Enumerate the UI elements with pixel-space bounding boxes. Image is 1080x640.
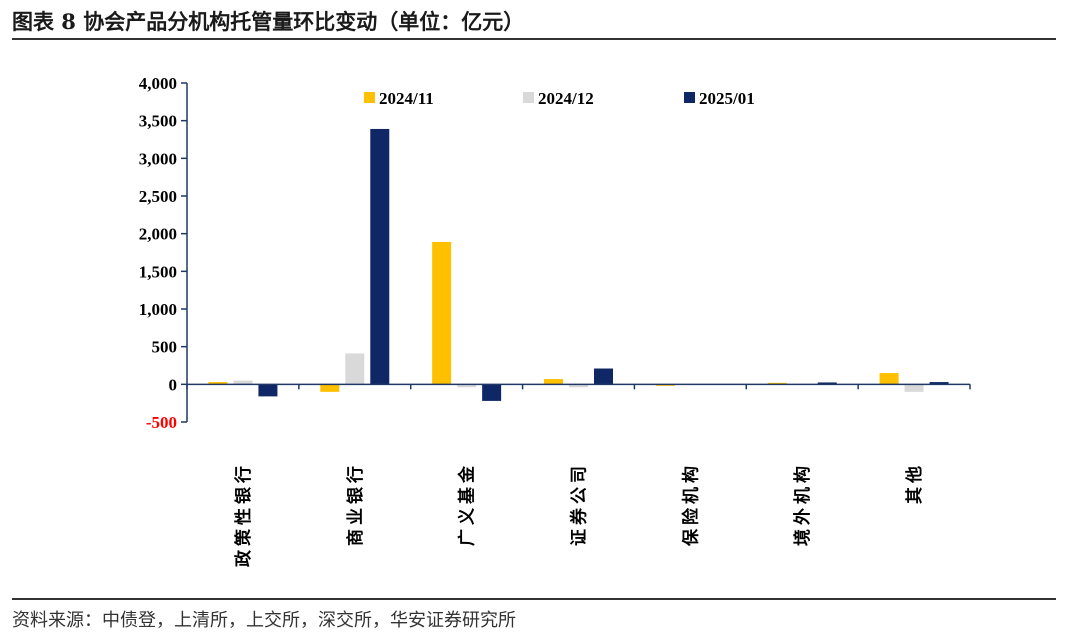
category-labels: 政策性银行 商业银行 广义基金 证券公司 保险机构 境外机构 其他	[233, 462, 925, 567]
y-tick-label: 3,500	[139, 112, 177, 131]
title-rule	[12, 38, 1056, 40]
legend-label-2024-11: 2024/11	[379, 89, 434, 108]
bar-2025-01-2	[482, 384, 502, 401]
category-label: 政策性银行	[233, 462, 254, 567]
category-label: 证券公司	[569, 462, 590, 546]
bar-2024-11-4	[655, 384, 675, 386]
y-tick-label: 500	[152, 338, 178, 357]
source-note: 资料来源：中债登，上清所，上交所，深交所，华安证券研究所	[12, 610, 516, 631]
bar-2025-01-1	[370, 128, 390, 385]
category-label: 其他	[904, 462, 925, 504]
y-axis: 4,000 3,500 3,000 2,500 2,000 1,500 1,000 500 0 -…	[139, 74, 188, 432]
source-rule	[12, 598, 1056, 600]
bar-2025-01-5	[817, 382, 837, 385]
bar-2024-12-0	[233, 380, 253, 385]
legend-swatch-2024-12	[523, 92, 534, 103]
y-tick-label: 2,000	[139, 225, 177, 244]
bar-chart: 4,000 3,500 3,000 2,500 2,000 1,500 1,000 500 0 -…	[139, 74, 971, 567]
bar-2024-12-1	[345, 353, 365, 385]
bar-2024-11-0	[208, 382, 228, 385]
chart-title: 图表 8 协会产品分机构托管量环比变动（单位：亿元）	[12, 9, 525, 34]
legend-swatch-2025-01	[684, 92, 695, 103]
y-tick-label: 4,000	[139, 74, 177, 93]
bar-2025-01-0	[258, 384, 278, 397]
bar-2024-11-6	[879, 373, 899, 385]
bar-2024-11-1	[320, 384, 340, 392]
x-axis	[186, 383, 971, 390]
category-label: 保险机构	[680, 462, 701, 547]
bar-2025-01-6	[929, 382, 949, 385]
category-label: 商业银行	[345, 462, 366, 546]
y-tick-label: 1,500	[139, 262, 177, 281]
legend: 2024/11 2024/12 2025/01	[364, 89, 755, 108]
y-tick-label: 3,000	[139, 149, 177, 168]
y-tick-label: 1,000	[139, 300, 177, 319]
bar-2025-01-3	[594, 368, 613, 385]
bar-2024-11-3	[544, 379, 563, 385]
bar-2024-12-3	[569, 384, 588, 388]
legend-label-2025-01: 2025/01	[699, 89, 755, 108]
category-label: 境外机构	[792, 462, 813, 546]
category-label: 广义基金	[457, 462, 478, 546]
y-tick-label: -500	[146, 413, 177, 432]
bar-2024-12-2	[457, 384, 477, 388]
legend-swatch-2024-11	[364, 92, 375, 103]
y-tick-label: 0	[169, 375, 178, 394]
bar-2024-11-5	[767, 382, 787, 385]
y-tick-label: 2,500	[139, 187, 177, 206]
bar-group	[208, 128, 949, 401]
legend-label-2024-12: 2024/12	[538, 89, 594, 108]
bar-2024-12-6	[904, 384, 924, 392]
bar-2024-11-2	[432, 241, 452, 385]
